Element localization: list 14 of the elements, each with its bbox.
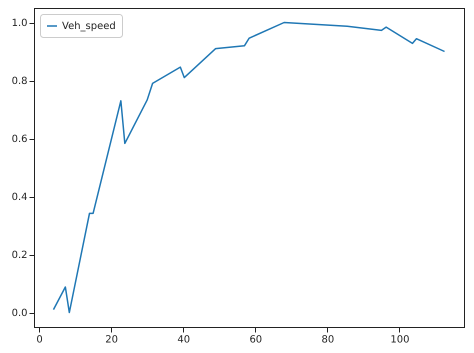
y-tick-label: 0.2: [12, 250, 28, 261]
x-tick-label: 20: [105, 334, 118, 346]
x-tick-label: 40: [177, 334, 190, 346]
legend-label: Veh_speed: [62, 21, 116, 32]
y-tick-label: 0.0: [12, 308, 28, 319]
y-tick-label: 0.8: [12, 76, 28, 87]
y-tick-label: 0.6: [12, 134, 28, 145]
x-tick-label: 100: [390, 334, 410, 346]
y-tick-label: 1.0: [12, 18, 28, 29]
y-tick-label: 0.4: [12, 192, 28, 203]
line-series: [52, 22, 446, 314]
x-tick-label: 60: [249, 334, 262, 346]
x-tick-label: 0: [36, 334, 43, 346]
x-tick-label: 80: [322, 334, 334, 346]
